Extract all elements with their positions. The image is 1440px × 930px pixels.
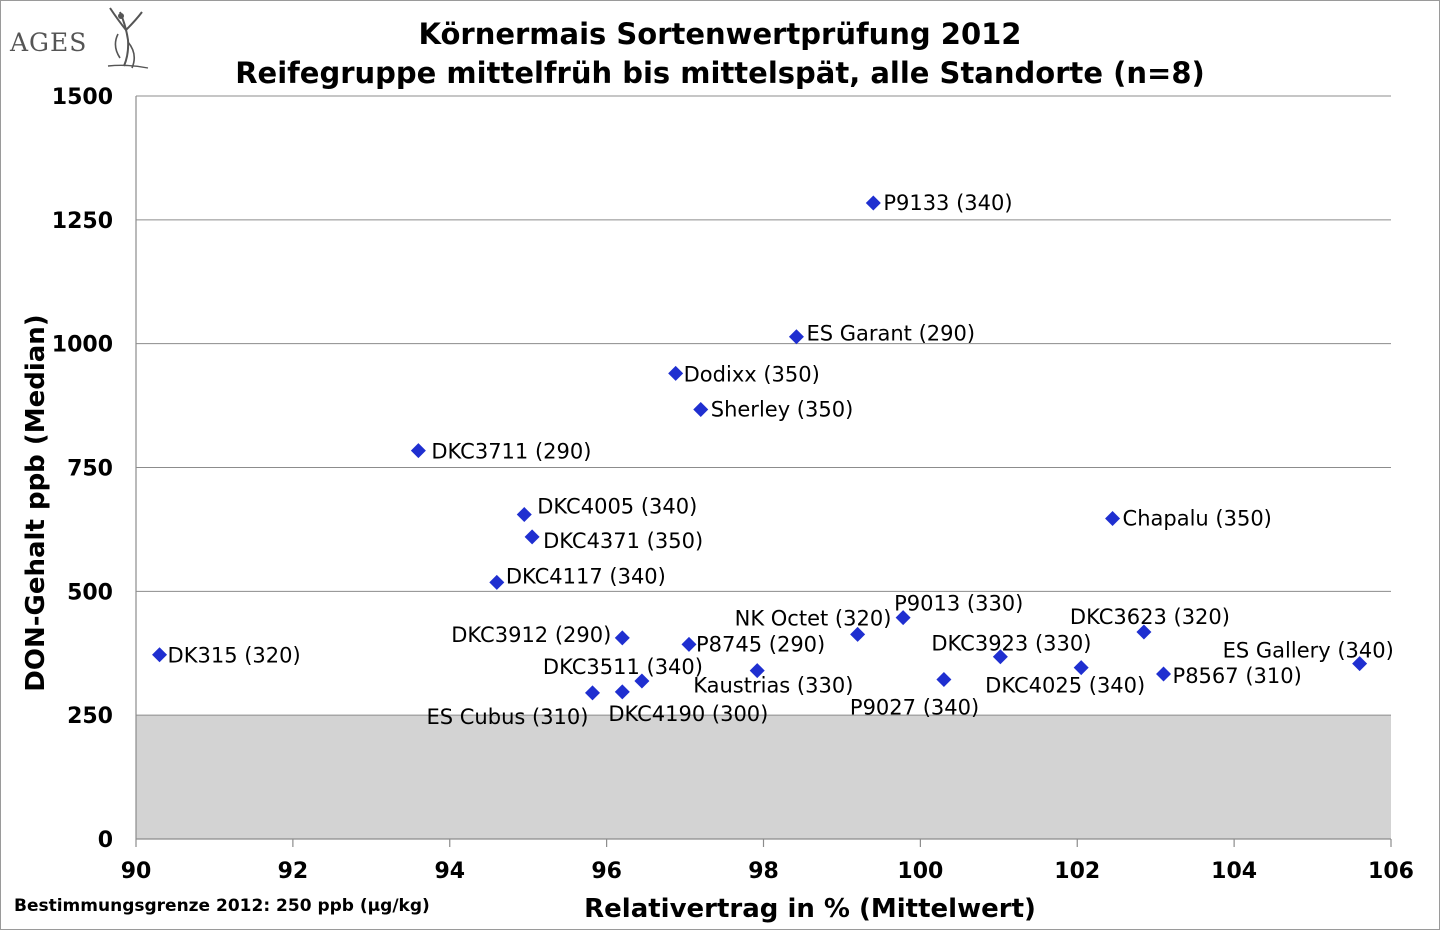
data-label: DKC3511 (340): [543, 655, 703, 679]
data-point: [614, 630, 630, 646]
y-tick-label: 500: [67, 580, 113, 605]
data-label: DKC3623 (320): [1070, 605, 1230, 629]
threshold-band-layer: [136, 715, 1391, 839]
data-point: [850, 626, 866, 642]
data-label: P9133 (340): [883, 191, 1012, 215]
data-point: [1352, 656, 1368, 672]
data-point: [1156, 666, 1172, 682]
x-tick-label: 102: [1054, 859, 1100, 884]
data-label: NK Octet (320): [735, 606, 892, 630]
data-point: [516, 507, 532, 523]
data-point: [585, 685, 601, 701]
data-label: Chapalu (350): [1123, 507, 1272, 531]
logo-figure-icon: [107, 7, 149, 69]
data-point: [1105, 511, 1121, 527]
data-point: [1136, 624, 1152, 640]
x-tick-label: 90: [121, 859, 152, 884]
data-point: [524, 529, 540, 545]
data-label: P8745 (290): [696, 632, 825, 656]
x-tick-label: 94: [434, 859, 465, 884]
data-label: Dodixx (350): [684, 362, 820, 386]
y-tick-label: 750: [67, 457, 113, 482]
data-point: [788, 329, 804, 345]
data-point: [749, 663, 765, 679]
threshold-band: [136, 715, 1391, 839]
data-point: [614, 684, 630, 700]
x-tick-label: 98: [748, 859, 779, 884]
data-label: P9013 (330): [894, 592, 1023, 616]
axes: [135, 96, 1392, 847]
y-axis-title: DON-Gehalt ppb (Median): [21, 314, 51, 692]
data-label: ES Garant (290): [806, 322, 975, 346]
data-points: [152, 195, 1368, 701]
x-tick-label: 92: [278, 859, 309, 884]
point-labels: DK315 (320) DKC3711 (290) DKC4005 (340) DKC…: [168, 191, 1394, 729]
data-point: [1073, 660, 1089, 676]
data-label: P8567 (310): [1173, 664, 1302, 688]
ages-logo: AGES: [8, 6, 153, 76]
data-label: DKC4371 (350): [543, 529, 703, 553]
y-tick-label: 0: [98, 828, 113, 853]
y-tick-label: 1250: [52, 209, 113, 234]
data-label: DK315 (320): [168, 644, 301, 668]
data-label: ES Gallery (340): [1223, 639, 1394, 663]
logo-text: AGES: [10, 28, 88, 57]
data-label: Sherley (350): [711, 398, 854, 422]
y-tick-label: 1500: [52, 85, 113, 110]
data-point: [681, 636, 697, 652]
data-point: [634, 673, 650, 689]
data-label: DKC3912 (290): [451, 623, 611, 647]
gridlines: [136, 95, 1391, 716]
data-point: [936, 672, 952, 688]
x-axis-title: Relativertrag in % (Mittelwert): [584, 894, 1036, 924]
data-label: DKC4005 (340): [537, 495, 697, 519]
data-point: [489, 574, 505, 590]
data-label: DKC4025 (340): [985, 674, 1145, 698]
data-label: ES Cubus (310): [427, 705, 589, 729]
data-point: [693, 402, 709, 418]
data-point: [410, 443, 426, 459]
y-tick-label: 1000: [52, 333, 113, 358]
tick-labels: 0 250 500 750 1000 1250 1500 90 92 94 96 98 100 102 10…: [52, 85, 1414, 884]
chart-subtitle: Reifegruppe mittelfrüh bis mittelspät, a…: [235, 56, 1205, 90]
x-tick-label: 104: [1211, 859, 1257, 884]
x-tick-label: 96: [591, 859, 622, 884]
data-point: [865, 195, 881, 211]
data-label: DKC3923 (330): [931, 632, 1091, 656]
data-label: DKC4117 (340): [506, 564, 666, 588]
y-tick-label: 250: [67, 704, 113, 729]
chart-title: Körnermais Sortenwertprüfung 2012: [418, 17, 1022, 51]
data-point: [668, 365, 684, 381]
data-point: [895, 610, 911, 626]
footnote: Bestimmungsgrenze 2012: 250 ppb (µg/kg): [14, 896, 430, 916]
x-tick-label: 106: [1368, 859, 1414, 884]
data-label: DKC4190 (300): [608, 702, 768, 726]
data-label: Kaustrias (330): [693, 674, 853, 698]
data-point: [152, 647, 168, 663]
data-label: P9027 (340): [850, 696, 979, 720]
data-point: [992, 649, 1008, 665]
data-label: DKC3711 (290): [431, 440, 591, 464]
x-tick-label: 100: [897, 859, 943, 884]
